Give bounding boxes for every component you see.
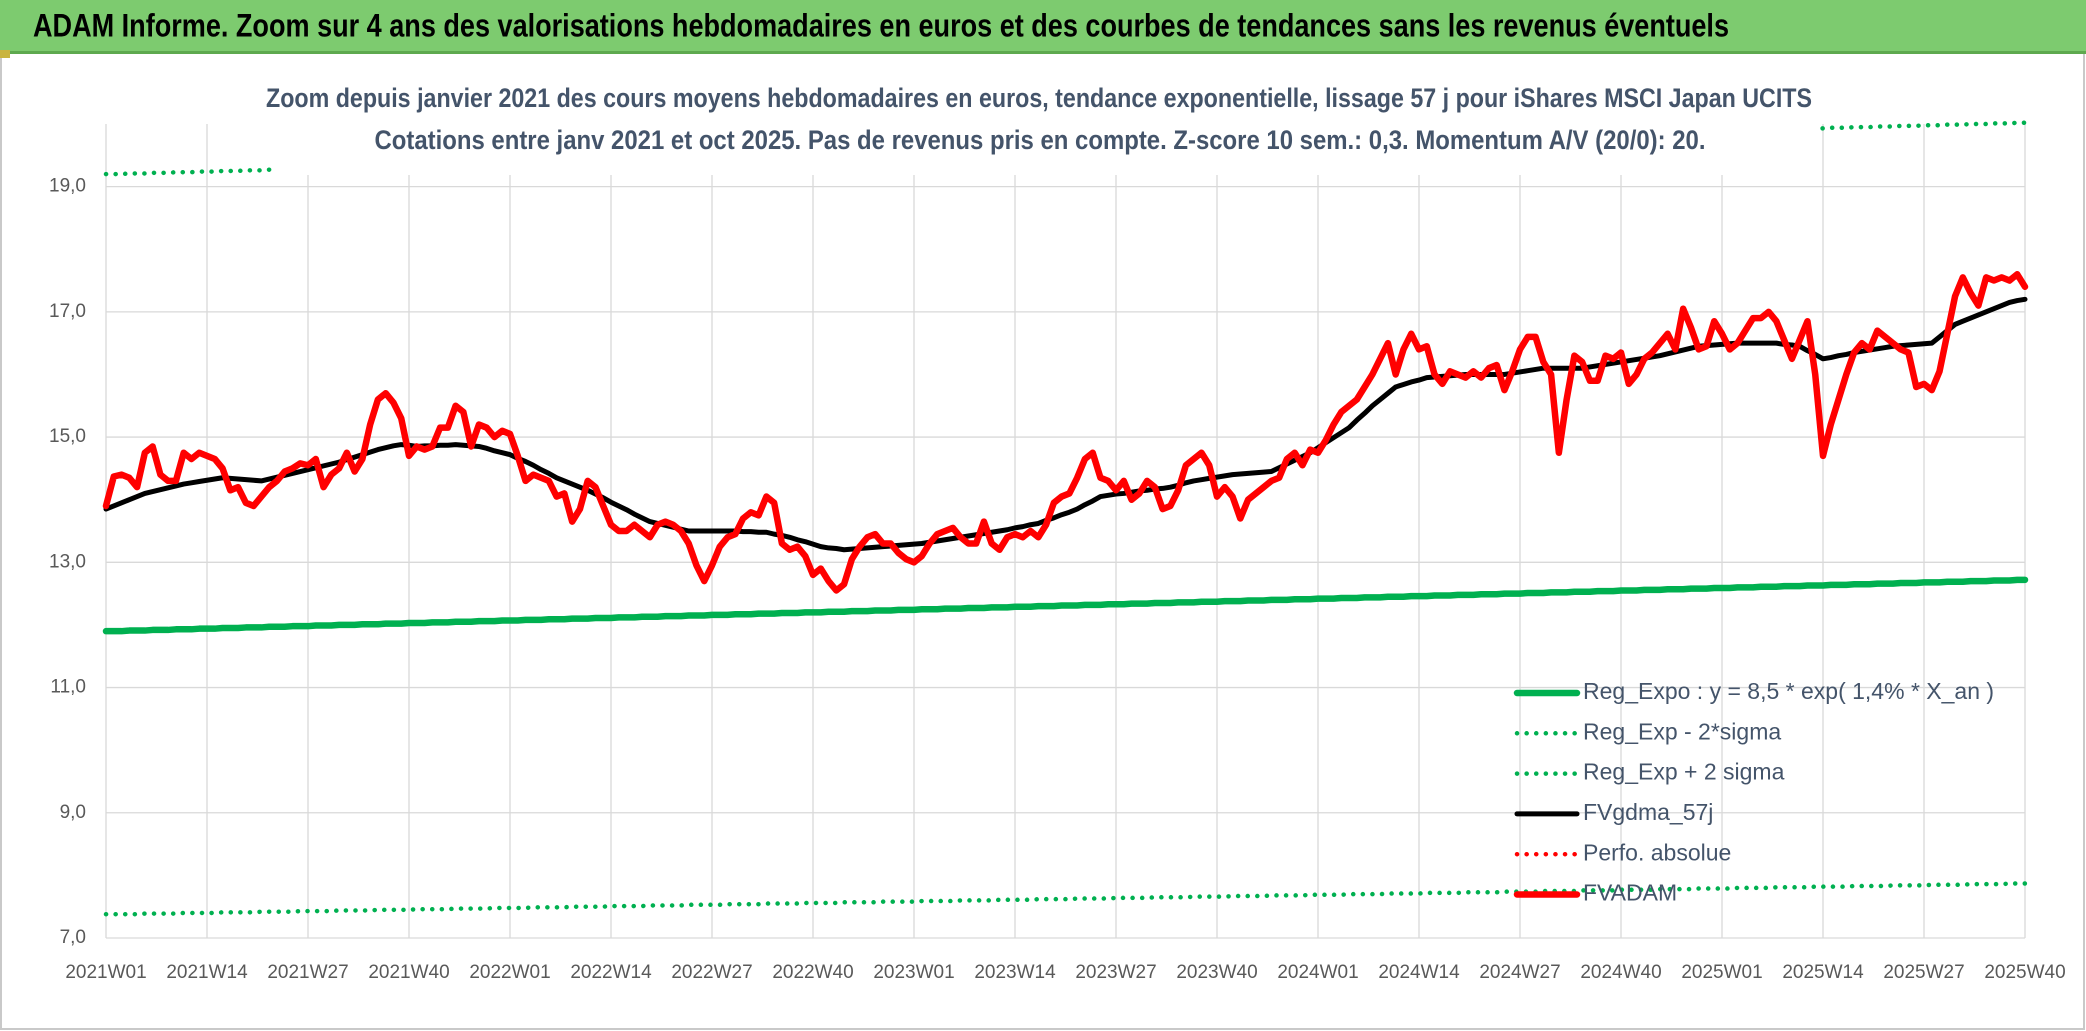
y-tick-label: 13,0 [49,551,86,572]
legend-label: Reg_Exp - 2*sigma [1583,718,1781,744]
header-band [0,0,2086,53]
x-tick-label: 2022W01 [469,962,550,983]
x-tick-label: 2022W27 [671,962,752,983]
header-corner [0,50,10,58]
chart-subtitle: Cotations entre janv 2021 et oct 2025. P… [375,125,1706,155]
x-tick-label: 2023W40 [1176,962,1257,983]
axis-labels: 7,0 9,0 11,0 13,0 15,0 17,0 19,0 2021W01 2021W14… [49,176,2066,983]
x-tick-label: 2025W01 [1681,962,1762,983]
chart-title: Zoom depuis janvier 2021 des cours moyen… [266,83,1812,113]
x-tick-label: 2021W14 [166,962,248,983]
grid [105,124,2026,939]
y-tick-label: 9,0 [60,802,86,823]
x-tick-label: 2021W01 [65,962,146,983]
title-box [273,66,1816,175]
x-tick-label: 2025W14 [1782,962,1864,983]
legend-label: Reg_Exp + 2 sigma [1583,759,1785,785]
x-tick-label: 2025W40 [1984,962,2065,983]
series-line [102,576,2029,635]
y-tick-label: 15,0 [49,426,86,447]
legend: Reg_Expo : y = 8,5 * exp( 1,4% * X_an ) R… [1513,678,1994,906]
x-tick-label: 2024W01 [1277,962,1358,983]
legend-label: Perfo. absolue [1583,839,1731,865]
x-tick-label: 2021W27 [267,962,348,983]
x-tick-label: 2023W27 [1075,962,1156,983]
x-tick-label: 2023W14 [974,962,1056,983]
series-line [102,271,2029,594]
x-tick-label: 2024W27 [1479,962,1560,983]
x-tick-label: 2024W40 [1580,962,1661,983]
x-tick-label: 2021W40 [368,962,449,983]
header-edge [0,51,2086,54]
y-tick-label: 7,0 [60,927,86,948]
x-tick-label: 2025W27 [1883,962,1964,983]
legend-label: FVADAM [1583,880,1677,906]
y-tick-label: 17,0 [49,301,86,322]
legend-label: Reg_Expo : y = 8,5 * exp( 1,4% * X_an ) [1583,678,1994,704]
y-tick-label: 19,0 [49,176,86,197]
y-tick-label: 11,0 [50,677,86,698]
x-tick-label: 2022W40 [772,962,853,983]
x-tick-label: 2023W01 [873,962,954,983]
legend-label: FVgdma_57j [1583,799,1713,825]
series-line [103,881,2028,917]
x-tick-label: 2024W14 [1378,962,1460,983]
chart-frame [0,51,2085,1030]
header-title: ADAM Informe. Zoom sur 4 ans des valoris… [33,7,1729,43]
x-tick-label: 2022W14 [570,962,652,983]
